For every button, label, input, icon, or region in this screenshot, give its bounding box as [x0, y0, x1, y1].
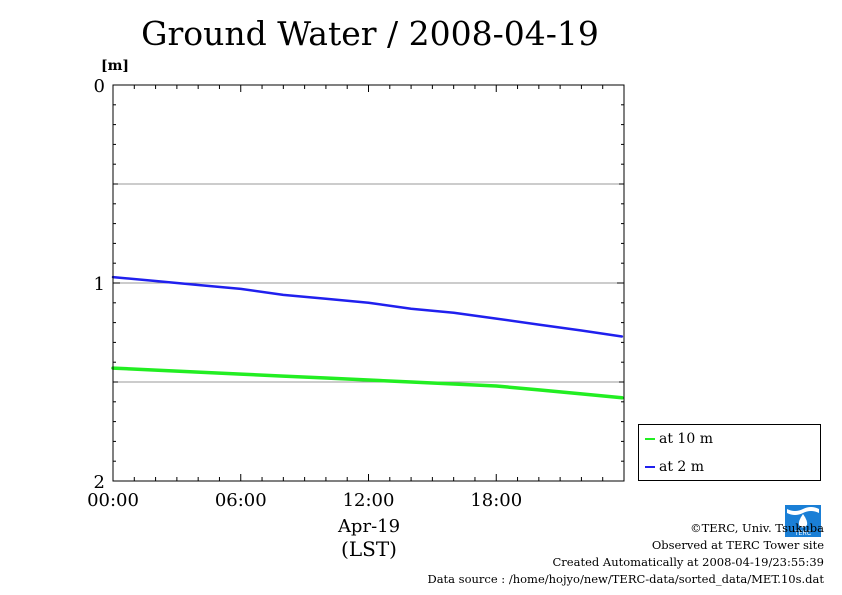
- series-point-0-2: [197, 371, 200, 373]
- legend-swatch-10m: [645, 438, 655, 440]
- series-point-0-7: [410, 381, 412, 383]
- legend-swatch-2m: [645, 466, 655, 468]
- terc-logo: TERC: [785, 505, 821, 537]
- y-tick-label-0: 0: [94, 76, 105, 97]
- x-axis-title: (LST): [341, 537, 397, 561]
- series-point-1-7: [410, 307, 412, 310]
- series-point-0-4: [282, 375, 285, 377]
- credit-created: Created Automatically at 2008-04-19/23:5…: [552, 555, 825, 569]
- series-line-0: [111, 366, 624, 400]
- series-point-1-1: [154, 280, 157, 282]
- legend-label-2m: at 2 m: [659, 459, 705, 475]
- series-point-1-3: [239, 288, 242, 290]
- y-tick-label-1: 1: [94, 274, 105, 295]
- chart-title: Ground Water / 2008-04-19: [141, 14, 599, 53]
- series-point-1-12: [620, 335, 623, 338]
- credits: ©TERC, Univ. Tsukuba Observed at TERC To…: [427, 520, 824, 588]
- x-tick-label-1: 06:00: [215, 490, 267, 511]
- series-point-1-5: [325, 297, 327, 300]
- x-tick-label-2: 12:00: [343, 490, 395, 511]
- legend: at 10 m at 2 m: [638, 424, 821, 481]
- series-point-0-11: [580, 392, 583, 395]
- series-point-0-8: [452, 383, 455, 385]
- series-line-1: [111, 275, 624, 338]
- series-point-0-3: [239, 373, 242, 375]
- labels-layer: 0 1 200:00 06:00 12:00 18:00 [m] Apr-19(LST): [87, 58, 522, 561]
- axes-layer: [112, 84, 625, 482]
- series-point-1-9: [495, 317, 498, 320]
- series-layer: [111, 275, 624, 400]
- legend-item-10m: at 10 m: [645, 431, 713, 447]
- series-point-0-1: [154, 369, 157, 372]
- y-unit-label: [m]: [101, 58, 129, 74]
- series-point-1-4: [282, 293, 285, 296]
- series-point-0-12: [620, 396, 623, 399]
- credit-site: Observed at TERC Tower site: [651, 538, 824, 552]
- grid-layer: [113, 183, 624, 383]
- series-point-0-10: [537, 389, 540, 391]
- series-point-1-6: [367, 301, 370, 304]
- series-point-1-8: [452, 311, 455, 314]
- legend-item-2m: at 2 m: [645, 459, 704, 475]
- x-tick-label-3: 18:00: [470, 490, 522, 511]
- legend-label-10m: at 10 m: [659, 431, 713, 447]
- svg-text:TERC: TERC: [795, 531, 812, 537]
- series-point-1-2: [197, 284, 200, 286]
- series-point-0-6: [367, 379, 370, 381]
- credit-copyright: ©TERC, Univ. Tsukuba: [690, 521, 824, 535]
- series-point-0-9: [495, 385, 498, 387]
- series-point-1-11: [580, 329, 583, 332]
- credit-source: Data source : /home/hojyo/new/TERC-data/…: [427, 572, 824, 586]
- x-date-label: Apr-19: [337, 516, 400, 537]
- series-point-0-5: [325, 377, 327, 379]
- series-point-1-10: [537, 323, 540, 326]
- y-tick-label-2: 2: [94, 472, 105, 493]
- x-tick-label-0: 00:00: [87, 490, 139, 511]
